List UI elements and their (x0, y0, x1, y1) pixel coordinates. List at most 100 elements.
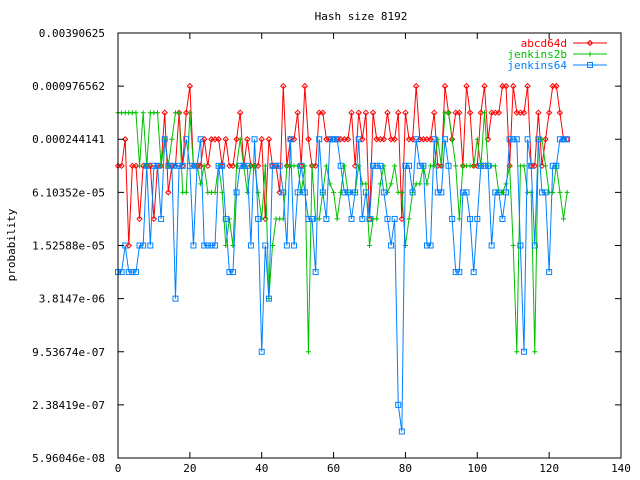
x-tick-label: 120 (539, 462, 559, 475)
data-point-jenkins2b (309, 163, 315, 169)
data-point-jenkins64 (456, 269, 463, 276)
data-point-jenkins64 (147, 242, 154, 249)
data-point-jenkins64 (467, 215, 474, 222)
data-point-jenkins64 (477, 162, 484, 169)
data-point-abcd64d (222, 136, 229, 143)
data-point-abcd64d (535, 109, 542, 116)
data-point-jenkins2b (564, 189, 570, 195)
legend-marker-abcd64d (586, 39, 594, 47)
data-point-jenkins2b (363, 181, 369, 187)
data-point-jenkins64 (222, 215, 229, 222)
data-point-abcd64d (391, 136, 398, 143)
data-point-jenkins2b (474, 136, 480, 142)
data-point-jenkins64 (434, 189, 441, 196)
data-point-abcd64d (183, 109, 190, 116)
data-point-jenkins64 (423, 242, 430, 249)
data-point-abcd64d (395, 109, 402, 116)
data-point-jenkins64 (161, 136, 168, 143)
data-point-jenkins64 (420, 162, 427, 169)
data-point-jenkins64 (531, 242, 538, 249)
data-point-jenkins2b (237, 136, 243, 142)
data-point-abcd64d (466, 109, 474, 116)
data-point-abcd64d (172, 162, 179, 170)
data-point-abcd64d (229, 162, 237, 170)
data-point-jenkins64 (474, 215, 481, 222)
data-point-abcd64d (280, 82, 287, 90)
data-point-abcd64d (305, 136, 312, 143)
data-point-jenkins2b (449, 136, 455, 142)
data-point-jenkins2b (514, 349, 520, 355)
legend-label-jenkins2b: jenkins2b (507, 48, 567, 61)
y-tick-label: 3.8147e-06 (39, 293, 105, 306)
x-tick-label: 80 (399, 462, 412, 475)
data-point-jenkins64 (269, 162, 276, 169)
data-point-jenkins64 (395, 401, 402, 408)
data-point-jenkins2b (298, 189, 304, 195)
data-point-jenkins64 (168, 162, 175, 169)
data-point-jenkins2b (384, 189, 390, 195)
legend-label-abcd64d: abcd64d (521, 37, 567, 50)
data-point-jenkins64 (326, 136, 333, 143)
data-point-jenkins64 (449, 215, 456, 222)
data-point-jenkins64 (377, 162, 384, 169)
data-point-jenkins2b (492, 163, 498, 169)
data-point-jenkins64 (413, 136, 420, 143)
data-point-jenkins2b (510, 243, 516, 248)
data-point-jenkins64 (265, 295, 272, 302)
data-point-jenkins64 (118, 269, 125, 276)
data-point-jenkins64 (513, 136, 520, 143)
data-point-abcd64d (412, 82, 420, 90)
data-point-jenkins2b (338, 189, 344, 195)
data-point-jenkins64 (280, 189, 287, 196)
data-point-jenkins64 (219, 162, 226, 169)
data-point-jenkins64 (445, 162, 452, 169)
data-point-abcd64d (402, 109, 409, 116)
data-point-jenkins64 (337, 162, 344, 169)
data-point-abcd64d (531, 162, 538, 170)
data-point-abcd64d (157, 162, 165, 170)
data-point-jenkins64 (247, 242, 254, 249)
data-point-jenkins2b (561, 216, 567, 222)
data-point-abcd64d (545, 109, 553, 116)
data-point-abcd64d (477, 109, 485, 116)
data-point-jenkins64 (517, 242, 524, 249)
data-point-jenkins2b (323, 163, 329, 169)
data-point-jenkins64 (186, 162, 193, 169)
data-point-jenkins64 (190, 242, 197, 249)
data-point-jenkins2b (140, 110, 146, 116)
data-point-jenkins2b (331, 189, 337, 195)
data-point-abcd64d (132, 162, 140, 170)
data-point-abcd64d (441, 82, 449, 90)
data-point-abcd64d (409, 136, 416, 143)
data-point-jenkins64 (309, 215, 316, 222)
y-tick-label: 0.00390625 (39, 27, 105, 40)
data-point-jenkins64 (179, 162, 186, 169)
data-point-jenkins64 (402, 162, 409, 169)
y-tick-label: 6.10352e-05 (32, 186, 105, 199)
data-point-jenkins2b (259, 216, 265, 222)
data-point-abcd64d (510, 82, 517, 90)
data-point-jenkins64 (172, 295, 179, 302)
legend-marker-jenkins64 (587, 62, 593, 68)
x-tick-label: 20 (183, 462, 196, 475)
data-point-abcd64d (524, 82, 531, 90)
data-point-abcd64d (118, 162, 125, 170)
data-point-abcd64d (236, 109, 244, 116)
data-point-abcd64d (150, 215, 158, 223)
data-point-jenkins64 (542, 189, 549, 196)
data-point-jenkins2b (381, 163, 387, 169)
data-point-jenkins2b (187, 110, 193, 116)
data-point-jenkins64 (495, 189, 502, 196)
data-point-jenkins64 (499, 215, 506, 222)
data-point-jenkins64 (197, 136, 204, 143)
data-point-abcd64d (290, 136, 298, 143)
data-point-abcd64d (312, 162, 319, 170)
data-point-jenkins2b (183, 189, 189, 195)
data-point-jenkins64 (143, 162, 150, 169)
legend-marker-jenkins2b (587, 51, 593, 57)
data-point-jenkins64 (438, 189, 445, 196)
data-point-jenkins64 (470, 269, 477, 276)
data-point-jenkins64 (319, 189, 326, 196)
data-point-jenkins64 (140, 242, 147, 249)
